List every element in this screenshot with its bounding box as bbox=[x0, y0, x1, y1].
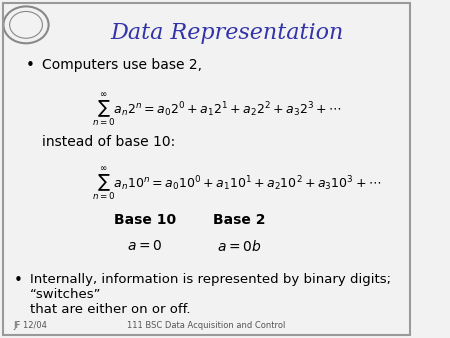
Text: 111 BSC Data Acquisition and Control: 111 BSC Data Acquisition and Control bbox=[127, 321, 286, 330]
Text: Internally, information is represented by binary digits; “switches”
that are eit: Internally, information is represented b… bbox=[30, 273, 391, 316]
Text: $a = 0b$: $a = 0b$ bbox=[217, 239, 262, 255]
Text: Base 10: Base 10 bbox=[114, 213, 176, 226]
Text: Base 2: Base 2 bbox=[213, 213, 266, 226]
Text: $\sum_{n=0}^{\infty} a_n 2^n = a_0 2^0 + a_1 2^1 + a_2 2^2 + a_3 2^3 + \cdots$: $\sum_{n=0}^{\infty} a_n 2^n = a_0 2^0 +… bbox=[92, 92, 341, 129]
Text: $a = 0$: $a = 0$ bbox=[127, 239, 163, 254]
Text: $\sum_{n=0}^{\infty} a_n 10^n = a_0 10^0 + a_1 10^1 + a_2 10^2 + a_3 10^3 + \cdo: $\sum_{n=0}^{\infty} a_n 10^n = a_0 10^0… bbox=[92, 166, 381, 203]
Text: Data Representation: Data Representation bbox=[111, 22, 344, 44]
Text: Computers use base 2,: Computers use base 2, bbox=[42, 58, 202, 72]
Text: •: • bbox=[14, 273, 22, 288]
Text: •: • bbox=[26, 58, 35, 73]
Text: instead of base 10:: instead of base 10: bbox=[42, 136, 176, 149]
Text: JF 12/04: JF 12/04 bbox=[14, 321, 48, 330]
